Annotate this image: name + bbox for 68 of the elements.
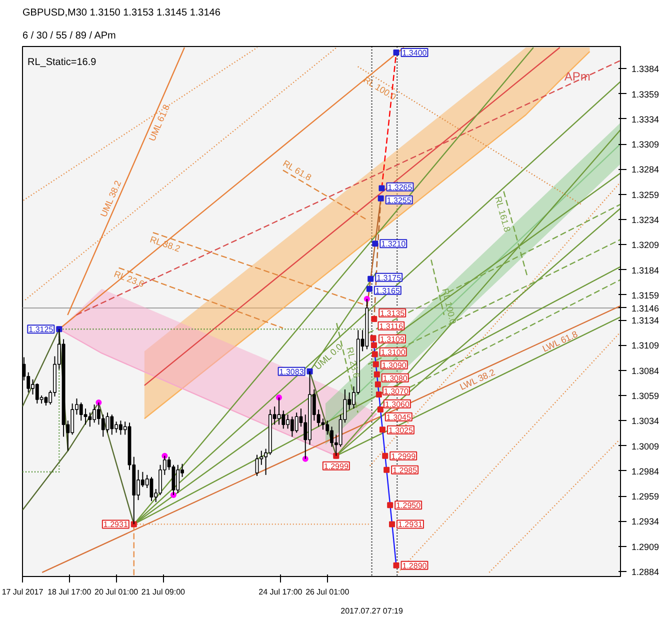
y-tick-label: 1.3159 (632, 290, 660, 300)
data-label: 1.3080 (382, 374, 408, 383)
y-tick-label: 1.2909 (632, 542, 660, 552)
y-tick-label: 1.2984 (632, 466, 660, 476)
data-label: 1.3060 (384, 400, 410, 409)
x-tick-label: 17 Jul 2017 (2, 588, 44, 596)
y-tick-label: 1.3359 (632, 89, 660, 100)
annotation: RL 23.6 (112, 268, 146, 290)
data-label: 1.2985 (392, 466, 418, 475)
data-label: 1.3090 (382, 360, 407, 370)
data-label: 1.2950 (396, 501, 422, 510)
y-tick-label: 1.2959 (632, 492, 660, 502)
y-tick-label: 1.3109 (632, 340, 660, 351)
y-tick-label: 1.3384 (632, 64, 660, 74)
annotation: RL 23.6 (344, 346, 362, 379)
x-tick-label: 24 Jul 17:00 (258, 588, 303, 596)
chart-title: GBPUSD,M30 1.3150 1.3153 1.3145 1.3146 (22, 8, 221, 18)
data-label: 1.3025 (388, 426, 414, 435)
chart-subtitle: 6 / 30 / 55 / 89 / APm (22, 30, 116, 42)
data-label: 1.2999 (391, 452, 416, 461)
data-label: 1.3109 (380, 334, 405, 344)
y-tick-label: 1.3334 (632, 114, 660, 124)
data-label: 1.3175 (376, 273, 402, 282)
data-label: 1.3265 (388, 182, 413, 192)
annotation: RL_Static=16.9 (28, 57, 97, 68)
y-tick-label: 1.3284 (632, 164, 660, 175)
annotation: UML 61.8 (146, 103, 172, 143)
annotation: UML 0.0 (312, 342, 344, 372)
data-label: 1.3070 (384, 386, 409, 396)
annotation: UML 38.2 (98, 179, 124, 218)
y-tick-label: 1.3234 (632, 214, 660, 225)
annotation: LWL 61.8 (540, 329, 580, 354)
data-label: 1.2931 (398, 520, 424, 530)
ref-line-label: 2017.07.27 07:19 (340, 606, 404, 616)
data-label: 1.3255 (386, 196, 412, 205)
data-label: 1.3100 (380, 348, 406, 357)
y-tick-label: 1.2934 (632, 516, 660, 527)
y-tick-label: 1.3134 (632, 316, 660, 326)
data-label: 1.3135 (380, 308, 406, 318)
data-label: 1.3165 (375, 286, 400, 296)
x-tick-label: 18 Jul 17:00 (48, 588, 92, 596)
annotation: LWL 38.2 (458, 367, 496, 392)
data-label: 1.3125 (28, 325, 54, 334)
data-label: 1.3210 (381, 240, 406, 249)
y-tick-label: 1.3209 (632, 240, 660, 250)
annotation: RL 100.0 (362, 74, 398, 102)
y-tick-label: 1.3259 (632, 190, 660, 200)
y-tick-label: 1.3084 (632, 366, 660, 376)
annotation: RL 161.8 (493, 195, 512, 233)
data-label: 1.2890 (402, 561, 428, 570)
y-tick-label: 1.3184 (632, 265, 660, 276)
data-label: 1.2999 (324, 462, 349, 471)
y-tick-label: 1.3309 (632, 140, 660, 150)
y-tick-label: 1.3009 (632, 441, 660, 452)
x-tick-label: 21 Jul 09:00 (141, 588, 186, 596)
data-label: 1.3400 (402, 48, 428, 58)
y-tick-label: 1.3059 (632, 390, 660, 401)
data-label: 1.3116 (379, 322, 404, 331)
x-tick-label: 20 Jul 01:00 (94, 588, 139, 596)
y-tick-label: 1.2884 (632, 566, 660, 577)
ref-line-label: 1.3146 (632, 303, 660, 314)
annotation: RL 38.2 (148, 234, 182, 254)
y-tick-label: 1.3034 (632, 416, 660, 426)
data-label: 1.3083 (279, 367, 304, 376)
x-tick-label: 26 Jul 01:00 (306, 588, 350, 596)
data-label: 1.3045 (386, 412, 412, 422)
data-label: 1.2931 (103, 520, 128, 530)
annotation: RL 61.8 (281, 158, 314, 183)
